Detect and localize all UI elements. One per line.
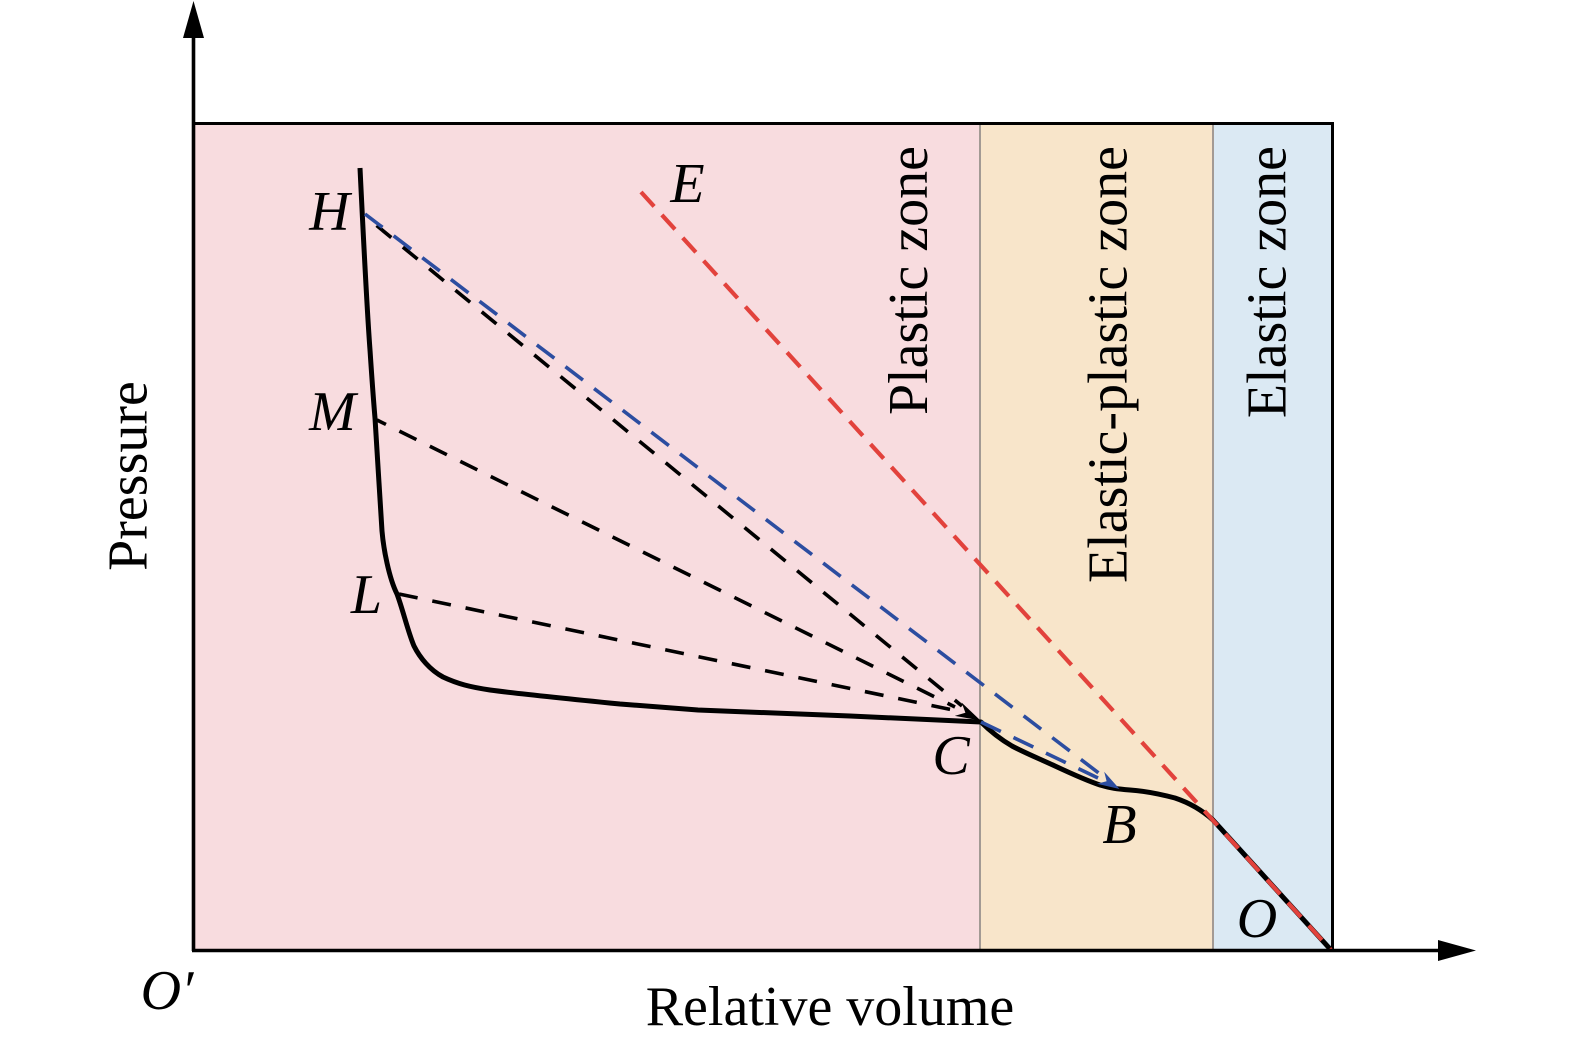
svg-text:M: M <box>308 381 359 443</box>
svg-text:O: O <box>1237 888 1277 950</box>
svg-text:H: H <box>308 181 352 243</box>
svg-text:C: C <box>932 725 970 787</box>
svg-text:Plastic zone: Plastic zone <box>878 146 940 415</box>
svg-text:B: B <box>1102 794 1136 856</box>
svg-text:Elastic-plastic zone: Elastic-plastic zone <box>1078 146 1140 583</box>
svg-text:O′: O′ <box>141 960 194 1022</box>
svg-text:E: E <box>669 153 704 215</box>
svg-text:Pressure: Pressure <box>98 381 160 571</box>
svg-text:Elastic zone: Elastic zone <box>1237 146 1299 418</box>
svg-text:L: L <box>350 564 382 626</box>
svg-text:Relative volume: Relative volume <box>646 976 1015 1038</box>
